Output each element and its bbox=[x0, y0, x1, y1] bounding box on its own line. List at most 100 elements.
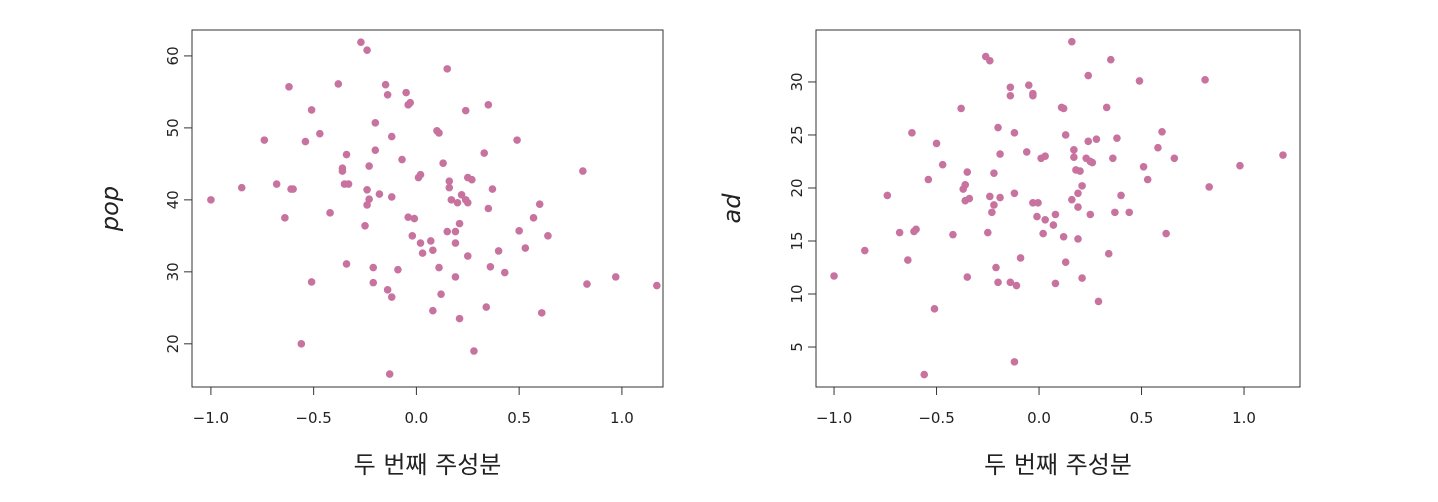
x-tick-label: 1.0 bbox=[610, 409, 634, 427]
scatter-point bbox=[1143, 175, 1152, 184]
x-tick-label: −1.0 bbox=[193, 409, 229, 427]
scatter-point bbox=[1125, 208, 1134, 217]
scatter-point bbox=[301, 137, 310, 146]
scatter-point bbox=[930, 305, 939, 313]
x-tick-label: −1.0 bbox=[816, 409, 852, 427]
scatter-point bbox=[938, 160, 947, 169]
scatter-point bbox=[435, 263, 443, 272]
scatter-point bbox=[482, 303, 491, 311]
scatter-point bbox=[486, 263, 495, 271]
scatter-point bbox=[1006, 83, 1015, 92]
scatter-point bbox=[488, 185, 497, 193]
scatter-point bbox=[429, 306, 437, 315]
scatter-point bbox=[1135, 77, 1144, 85]
scatter-point bbox=[369, 263, 378, 272]
scatter-point bbox=[1039, 229, 1047, 238]
scatter-point bbox=[1059, 104, 1068, 113]
x-axis-label: 두 번째 주성분 bbox=[984, 451, 1132, 479]
scatter-point bbox=[451, 239, 460, 247]
scatter-point bbox=[385, 370, 394, 378]
scatter-point bbox=[1068, 37, 1076, 46]
scatter-point bbox=[342, 150, 351, 159]
x-tick-label: 0.0 bbox=[1027, 409, 1051, 427]
scatter-point bbox=[537, 309, 546, 317]
scatter-point bbox=[860, 246, 869, 255]
scatter-point bbox=[895, 228, 904, 237]
scatter-point bbox=[338, 164, 347, 172]
scatter-point bbox=[307, 278, 316, 286]
scatter-point bbox=[1051, 210, 1060, 219]
y-axis-label: ad bbox=[718, 193, 746, 224]
scatter-point bbox=[1012, 281, 1021, 290]
scatter-point bbox=[457, 191, 466, 199]
scatter-point bbox=[435, 129, 443, 137]
scatter-point bbox=[1113, 134, 1121, 142]
y-tick-label: 5 bbox=[788, 342, 806, 352]
scatter-point bbox=[387, 193, 396, 201]
x-tick-label: 0.5 bbox=[1130, 409, 1154, 427]
scatter-point bbox=[1049, 221, 1058, 229]
scatter-point bbox=[1034, 199, 1042, 207]
scatter-point bbox=[289, 185, 297, 193]
scatter-point bbox=[1051, 279, 1060, 288]
scatter-point bbox=[1084, 71, 1093, 80]
x-tick-label: 0.0 bbox=[404, 409, 428, 427]
scatter-point bbox=[932, 139, 941, 148]
scatter-point bbox=[1070, 146, 1078, 154]
scatter-point bbox=[949, 230, 957, 239]
scatter-point bbox=[1106, 55, 1115, 64]
scatter-point bbox=[1059, 232, 1068, 241]
scatter-point bbox=[455, 314, 464, 323]
scatter-point bbox=[365, 162, 373, 170]
scatter-point bbox=[1033, 212, 1041, 221]
scatter-point bbox=[381, 80, 390, 89]
scatter-point bbox=[371, 119, 380, 127]
scatter-point bbox=[986, 56, 994, 65]
scatter-point bbox=[500, 268, 509, 277]
scatter-point bbox=[342, 260, 351, 268]
scatter-point bbox=[583, 280, 591, 288]
scatter-point bbox=[957, 104, 965, 113]
scatter-point bbox=[470, 347, 478, 355]
scatter-point bbox=[494, 247, 503, 255]
scatter-point bbox=[237, 183, 246, 192]
scatter-point bbox=[1111, 208, 1119, 217]
scatter-point bbox=[361, 221, 369, 230]
scatter-point bbox=[830, 272, 838, 280]
scatter-point bbox=[387, 293, 396, 301]
scatter-point bbox=[908, 129, 916, 137]
scatter-point bbox=[529, 214, 538, 222]
scatter-point bbox=[611, 273, 620, 281]
scatter-point bbox=[990, 201, 998, 209]
scatter-point bbox=[653, 281, 661, 290]
scatter-point bbox=[394, 265, 402, 274]
scatter-point bbox=[468, 175, 476, 184]
scatter-point bbox=[1205, 183, 1213, 191]
scatter-point bbox=[904, 256, 912, 264]
scatter-point bbox=[521, 244, 530, 252]
scatter-point bbox=[535, 200, 544, 208]
scatter-point bbox=[272, 180, 281, 188]
scatter-point bbox=[1109, 154, 1117, 163]
scatter-point bbox=[1074, 189, 1082, 198]
scatter-point bbox=[1006, 91, 1015, 100]
scatter-point bbox=[461, 106, 470, 115]
scatter-point bbox=[920, 370, 929, 379]
scatter-point bbox=[1236, 161, 1244, 170]
scatter-point bbox=[363, 46, 371, 54]
scatter-point bbox=[1061, 258, 1070, 267]
scatter-point bbox=[1024, 81, 1033, 89]
scatter-point bbox=[1074, 235, 1082, 243]
scatter-point bbox=[1117, 191, 1125, 200]
scatter-point bbox=[484, 204, 493, 213]
scatter-point bbox=[996, 193, 1004, 202]
scatter-point bbox=[994, 123, 1002, 132]
scatter-point bbox=[1068, 195, 1076, 204]
scatter-point bbox=[387, 132, 396, 141]
scatter-point bbox=[1041, 152, 1049, 160]
scatter-point bbox=[1016, 254, 1025, 262]
scatter-point bbox=[297, 340, 306, 348]
y-tick-label: 30 bbox=[788, 72, 806, 91]
scatter-point bbox=[994, 278, 1002, 287]
